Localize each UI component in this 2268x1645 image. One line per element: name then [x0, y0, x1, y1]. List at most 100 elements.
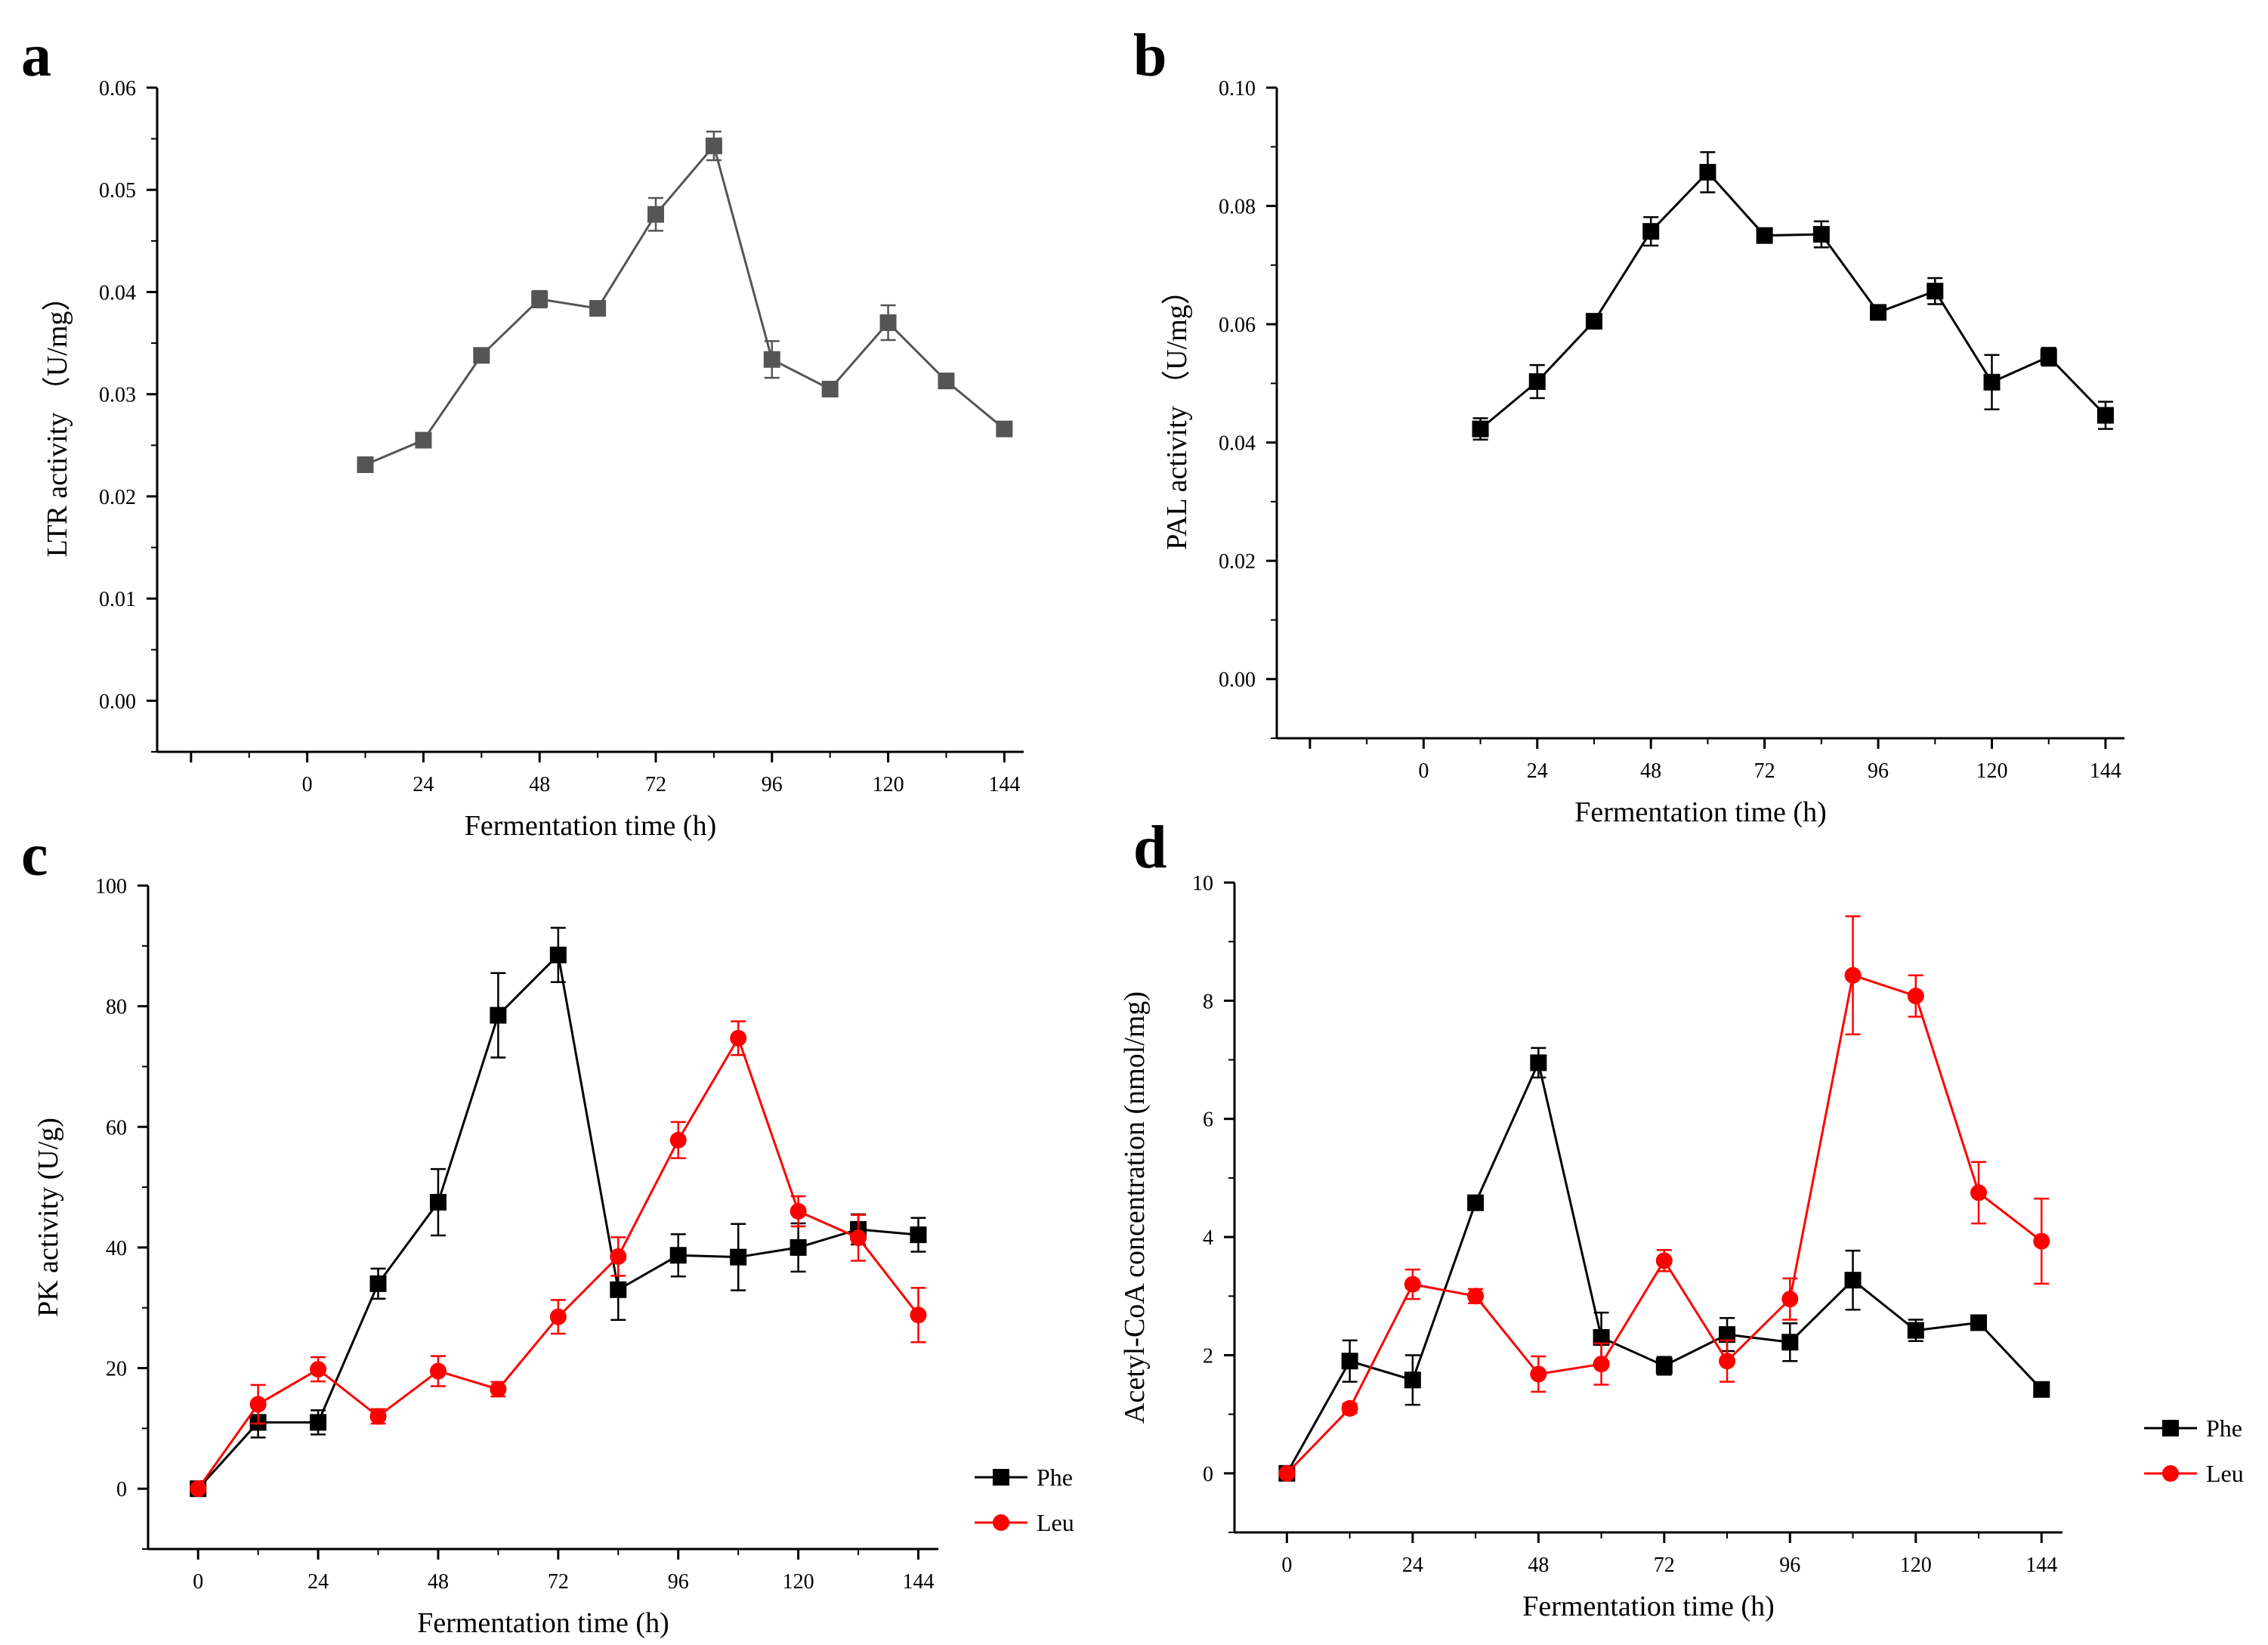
data-point: [789, 1238, 807, 1256]
data-point: [1812, 226, 1830, 243]
legend-marker: [2162, 1420, 2179, 1436]
data-point: [1467, 1194, 1485, 1211]
legend-marker: [993, 1514, 1009, 1531]
x-tick-label: 0: [302, 773, 313, 796]
legend: Phe Leu: [2144, 1415, 2244, 1487]
y-tick-label: 0: [116, 1478, 127, 1501]
data-point: [1844, 966, 1862, 984]
data-point: [1870, 304, 1887, 321]
y-tick-label: 0.02: [99, 486, 136, 509]
y-tick-label: 10: [1192, 872, 1213, 895]
data-point: [647, 206, 665, 223]
series-leu: [190, 1020, 927, 1498]
data-point: [1341, 1353, 1358, 1370]
x-tick-label: 48: [1640, 759, 1661, 783]
x-tick-label: 48: [529, 773, 550, 796]
x-tick-label: 120: [1976, 759, 2007, 783]
data-point: [369, 1408, 387, 1425]
data-point: [730, 1248, 747, 1266]
y-tick-label: 0.06: [1219, 314, 1256, 337]
y-tick-label: 0.01: [99, 588, 136, 611]
panel-b: b 0 24 48 72 96 120 144 0.00 0.02 0.04 0.06 0.08 0.10…: [1133, 23, 2124, 828]
data-point: [669, 1131, 687, 1149]
panel-label: c: [21, 822, 48, 889]
data-point: [1528, 373, 1546, 391]
series-line: [1286, 973, 2043, 1474]
data-point: [610, 1281, 627, 1298]
legend: Phe Leu: [975, 1464, 1074, 1536]
y-tick-label: 0.06: [99, 77, 136, 100]
y-tick-label: 0.02: [1219, 550, 1256, 574]
data-point: [1756, 227, 1773, 244]
y-tick-label: 0: [1203, 1463, 1213, 1486]
data-point: [1781, 1291, 1799, 1308]
panel-label: d: [1133, 815, 1167, 881]
data-point: [763, 351, 780, 368]
x-tick-label: 72: [548, 1570, 569, 1594]
data-point: [1699, 163, 1716, 181]
y-tick-label: 4: [1203, 1226, 1213, 1250]
x-tick-label: 144: [988, 773, 1020, 796]
data-point: [1404, 1371, 1421, 1389]
panel-a: a 0 24 48 72 96 120 144 0.00 0.01 0.02 0.03 0.04 0.05…: [21, 23, 1024, 842]
data-point: [789, 1203, 807, 1220]
x-tick-label: 96: [1868, 759, 1889, 783]
x-tick-label: 72: [1754, 759, 1775, 783]
series-leu: [1278, 915, 2050, 1482]
y-axis-label: Acetyl-CoA concentration (nmol/mg): [1119, 991, 1151, 1424]
data-point: [1781, 1334, 1799, 1351]
data-point: [429, 1362, 446, 1380]
legend-marker: [2162, 1465, 2179, 1482]
y-tick-label: 0.04: [1219, 432, 1256, 456]
data-point: [589, 300, 607, 317]
data-point: [310, 1414, 327, 1431]
data-point: [1593, 1356, 1610, 1373]
x-tick-label: 0: [1281, 1554, 1292, 1577]
data-point: [669, 1247, 687, 1264]
y-tick-label: 0.00: [99, 690, 136, 713]
data-point: [730, 1029, 747, 1047]
y-tick-label: 100: [95, 875, 127, 898]
data-point: [1927, 283, 1944, 300]
y-tick-label: 0.03: [99, 384, 136, 407]
data-point: [249, 1396, 267, 1413]
y-tick-label: 0.00: [1219, 669, 1256, 692]
data-point: [1530, 1365, 1547, 1383]
data-point: [429, 1194, 446, 1211]
y-tick-label: 80: [106, 996, 127, 1019]
x-tick-label: 0: [1418, 759, 1429, 783]
panel-label: b: [1133, 23, 1167, 89]
y-tick-label: 20: [106, 1358, 127, 1381]
data-point: [2033, 1381, 2050, 1398]
data-point: [1655, 1252, 1673, 1269]
data-point: [938, 373, 955, 390]
data-point: [2033, 1232, 2050, 1250]
series-ltr: [357, 130, 1013, 474]
panel-label: a: [21, 23, 51, 89]
data-point: [1655, 1357, 1673, 1374]
y-tick-label: 2: [1203, 1344, 1213, 1368]
data-point: [1642, 223, 1660, 240]
x-tick-label: 96: [668, 1570, 689, 1594]
data-point: [1719, 1353, 1736, 1370]
data-point: [310, 1361, 327, 1378]
data-point: [2040, 348, 2057, 366]
x-tick-label: 144: [2025, 1554, 2057, 1577]
y-tick-label: 40: [106, 1237, 127, 1260]
x-axis-label: Fermentation time (h): [417, 1607, 669, 1639]
x-axis-label: Fermentation time (h): [1574, 796, 1826, 828]
x-tick-label: 48: [428, 1570, 449, 1594]
data-point: [1278, 1464, 1296, 1482]
x-tick-label: 120: [1900, 1554, 1932, 1577]
data-point: [705, 138, 722, 155]
series-line: [364, 143, 1006, 466]
data-point: [1585, 313, 1602, 330]
x-axis-label: Fermentation time (h): [1522, 1591, 1774, 1622]
data-point: [369, 1275, 387, 1292]
panel-c: c 0 24 48 72 96 120 144 0 20 40 60 80 100 Fermentation…: [21, 822, 1074, 1639]
data-point: [1983, 373, 2001, 391]
data-point: [549, 1308, 567, 1325]
x-tick-label: 0: [193, 1570, 203, 1594]
